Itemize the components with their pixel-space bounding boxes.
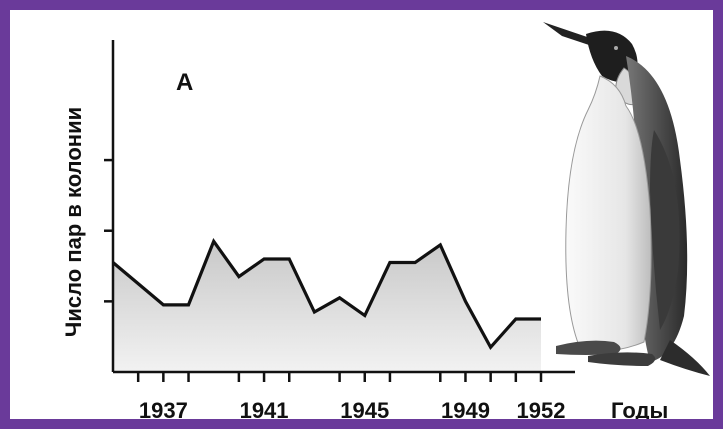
- axes: [104, 40, 575, 382]
- penguin-illustration: [543, 22, 710, 376]
- series-line: [111, 237, 541, 351]
- x-tick-label-1937: 1937: [139, 398, 188, 419]
- x-tick-label-1949: 1949: [441, 398, 490, 419]
- x-ticks: [136, 372, 543, 382]
- panel-label: А: [176, 69, 193, 96]
- area-chart: А Число пар в колонии 1937 1941 1945 1949 19…: [61, 22, 710, 419]
- x-tick-label-1941: 1941: [240, 398, 289, 419]
- x-axis-title: Годы: [611, 398, 668, 419]
- x-tick-label-1945: 1945: [340, 398, 389, 419]
- y-ticks: [104, 158, 113, 303]
- x-tick-labels: 1937 1941 1945 1949 1952: [139, 398, 566, 419]
- x-tick-label-1952: 1952: [517, 398, 566, 419]
- y-axis-title: Число пар в колонии: [61, 107, 86, 337]
- plot-area: [111, 237, 541, 372]
- figure-panel: А Число пар в колонии 1937 1941 1945 1949 19…: [10, 10, 713, 419]
